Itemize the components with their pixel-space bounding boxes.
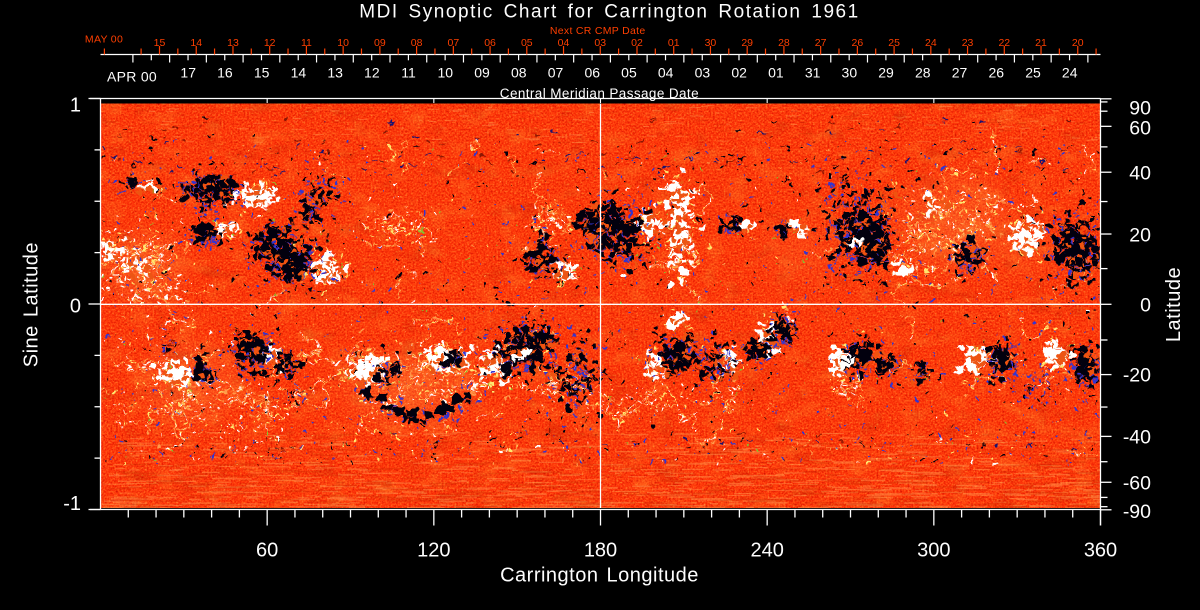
svg-text:60: 60 (1129, 118, 1151, 140)
svg-text:23: 23 (962, 37, 974, 49)
svg-text:21: 21 (1035, 37, 1047, 49)
svg-text:12: 12 (364, 65, 380, 81)
svg-text:29: 29 (878, 65, 894, 81)
svg-text:APR 00: APR 00 (107, 69, 157, 85)
svg-text:05: 05 (521, 37, 533, 49)
svg-text:25: 25 (1025, 65, 1041, 81)
svg-text:-20: -20 (1123, 364, 1151, 386)
svg-text:01: 01 (768, 65, 784, 81)
svg-text:0: 0 (1140, 295, 1151, 317)
svg-text:-1: -1 (63, 493, 81, 515)
svg-text:Next CR CMP Date: Next CR CMP Date (550, 25, 646, 37)
svg-text:Carrington Longitude: Carrington Longitude (500, 565, 699, 587)
svg-text:Sine Latitude: Sine Latitude (21, 242, 43, 367)
svg-text:13: 13 (327, 65, 343, 81)
svg-text:360: 360 (1084, 540, 1117, 562)
svg-text:02: 02 (631, 37, 643, 49)
svg-text:06: 06 (584, 65, 600, 81)
svg-text:Latitude: Latitude (1163, 267, 1185, 342)
svg-text:15: 15 (254, 65, 270, 81)
svg-text:28: 28 (778, 37, 790, 49)
svg-text:24: 24 (1062, 65, 1078, 81)
svg-text:27: 27 (952, 65, 968, 81)
svg-text:60: 60 (256, 540, 278, 562)
svg-text:17: 17 (180, 65, 196, 81)
svg-text:30: 30 (842, 65, 858, 81)
svg-text:120: 120 (417, 540, 450, 562)
svg-text:29: 29 (741, 37, 753, 49)
svg-text:300: 300 (917, 540, 950, 562)
svg-text:25: 25 (888, 37, 900, 49)
svg-text:20: 20 (1129, 225, 1151, 247)
svg-text:31: 31 (805, 65, 821, 81)
svg-text:08: 08 (411, 37, 423, 49)
svg-text:240: 240 (750, 540, 783, 562)
svg-text:01: 01 (668, 37, 680, 49)
svg-text:20: 20 (1072, 37, 1084, 49)
svg-text:14: 14 (190, 37, 202, 49)
svg-text:1: 1 (70, 94, 81, 116)
svg-text:90: 90 (1129, 98, 1151, 120)
svg-text:MDI Synoptic Chart for Carring: MDI Synoptic Chart for Carrington Rotati… (359, 2, 860, 23)
svg-text:14: 14 (291, 65, 307, 81)
svg-text:-90: -90 (1123, 501, 1151, 523)
svg-text:02: 02 (731, 65, 747, 81)
svg-text:03: 03 (594, 37, 606, 49)
svg-text:28: 28 (915, 65, 931, 81)
svg-text:MAY 00: MAY 00 (85, 34, 123, 46)
svg-text:07: 07 (447, 37, 459, 49)
svg-text:13: 13 (227, 37, 239, 49)
svg-text:30: 30 (705, 37, 717, 49)
svg-text:10: 10 (337, 37, 349, 49)
svg-text:10: 10 (438, 65, 454, 81)
svg-text:09: 09 (474, 65, 490, 81)
svg-text:-60: -60 (1123, 473, 1151, 495)
svg-text:07: 07 (548, 65, 564, 81)
svg-text:26: 26 (852, 37, 864, 49)
svg-text:40: 40 (1129, 163, 1151, 185)
svg-text:24: 24 (925, 37, 937, 49)
svg-text:04: 04 (558, 37, 570, 49)
svg-text:15: 15 (154, 37, 166, 49)
svg-text:03: 03 (695, 65, 711, 81)
svg-text:0: 0 (70, 295, 81, 317)
svg-text:11: 11 (401, 65, 416, 81)
svg-text:16: 16 (217, 65, 233, 81)
svg-text:12: 12 (264, 37, 276, 49)
svg-text:11: 11 (301, 37, 312, 49)
svg-text:04: 04 (658, 65, 674, 81)
svg-text:-40: -40 (1123, 426, 1151, 448)
svg-text:05: 05 (621, 65, 637, 81)
svg-text:09: 09 (374, 37, 386, 49)
svg-text:Central Meridian Passage Date: Central Meridian Passage Date (500, 86, 699, 101)
svg-text:06: 06 (484, 37, 496, 49)
svg-text:22: 22 (998, 37, 1010, 49)
svg-text:180: 180 (584, 540, 617, 562)
svg-text:26: 26 (988, 65, 1004, 81)
svg-text:08: 08 (511, 65, 527, 81)
svg-text:27: 27 (815, 37, 827, 49)
